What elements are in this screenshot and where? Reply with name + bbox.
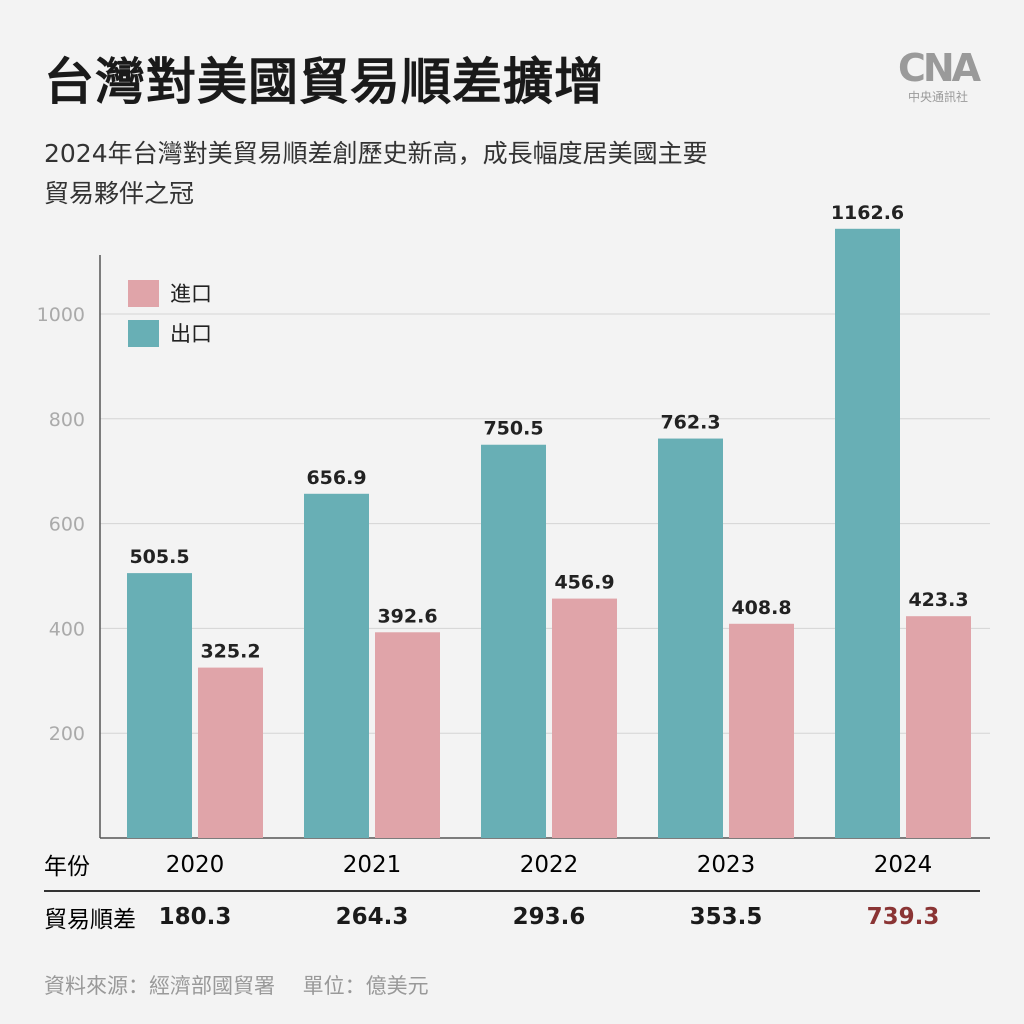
cna-logo: CNA 中央通訊社	[893, 48, 983, 105]
import-bar-2024	[906, 616, 971, 838]
y-tick-label: 600	[49, 514, 85, 536]
data-label: 325.2	[200, 641, 260, 663]
surplus-value: 293.6	[513, 904, 586, 930]
legend-label: 進口	[170, 282, 212, 306]
data-label: 762.3	[660, 412, 720, 434]
export-bar-2023	[658, 438, 723, 838]
x-tick-label: 2023	[697, 852, 756, 878]
surplus-value: 264.3	[336, 904, 409, 930]
subtitle: 2024年台灣對美貿易順差創歷史新高，成長幅度居美國主要貿易夥伴之冠	[44, 139, 708, 208]
export-bar-2021	[304, 493, 369, 838]
surplus-value: 180.3	[159, 904, 232, 930]
legend-label: 出口	[170, 322, 212, 346]
surplus-value: 739.3	[867, 904, 940, 930]
y-tick-label: 1000	[37, 304, 85, 326]
x-tick-label: 2020	[166, 852, 225, 878]
data-label: 505.5	[129, 546, 189, 568]
y-tick-label: 200	[49, 723, 85, 745]
x-tick-label: 2021	[343, 852, 402, 878]
logo-text: 中央通訊社	[907, 90, 968, 104]
surplus-label: 貿易順差	[44, 907, 136, 933]
legend-swatch-import	[128, 280, 159, 307]
export-bar-2020	[127, 573, 192, 838]
import-bar-2020	[198, 667, 263, 838]
legend-swatch-export	[128, 320, 159, 347]
import-bar-2022	[552, 598, 617, 838]
page-title: 台灣對美國貿易順差擴增	[44, 53, 605, 111]
x-tick-label: 2024	[874, 852, 933, 878]
data-label: 423.3	[908, 589, 968, 611]
import-bar-2021	[375, 632, 440, 838]
year-label: 年份	[44, 854, 90, 880]
data-label: 408.8	[731, 597, 791, 619]
y-tick-label: 800	[49, 409, 85, 431]
data-label: 1162.6	[831, 202, 904, 224]
import-bar-2023	[729, 623, 794, 838]
export-bar-2022	[481, 444, 546, 838]
data-label: 392.6	[377, 605, 437, 627]
y-tick-label: 400	[49, 618, 85, 640]
data-label: 456.9	[554, 572, 614, 594]
source-note: 資料來源：經濟部國貿署 單位：億美元	[44, 974, 429, 998]
surplus-value: 353.5	[690, 904, 763, 930]
x-tick-label: 2022	[520, 852, 579, 878]
export-bar-2024	[835, 228, 900, 838]
data-label: 656.9	[306, 467, 366, 489]
data-label: 750.5	[483, 418, 543, 440]
logo-mark: CNA	[897, 46, 981, 90]
